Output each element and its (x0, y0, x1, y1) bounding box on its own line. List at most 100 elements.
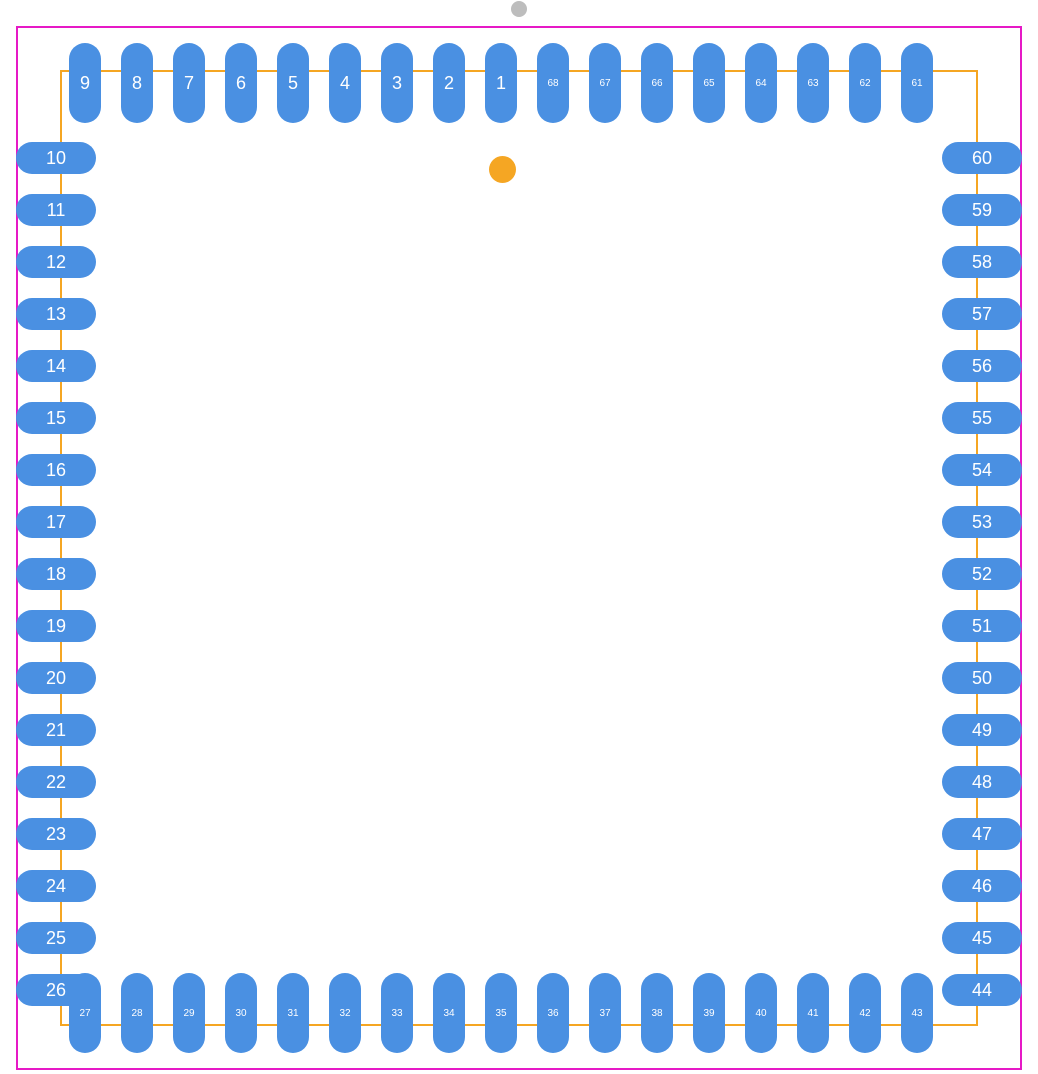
pad-27: 27 (69, 973, 101, 1053)
pad-label: 57 (972, 304, 992, 325)
pad-label: 39 (703, 1008, 714, 1019)
pad-label: 24 (46, 876, 66, 897)
pad-label: 60 (972, 148, 992, 169)
pad-37: 37 (589, 973, 621, 1053)
pad-30: 30 (225, 973, 257, 1053)
pad-label: 17 (46, 512, 66, 533)
pad-40: 40 (745, 973, 777, 1053)
pad-39: 39 (693, 973, 725, 1053)
pad-17: 17 (16, 506, 96, 538)
pad-42: 42 (849, 973, 881, 1053)
pad-54: 54 (942, 454, 1022, 486)
pad-8: 8 (121, 43, 153, 123)
orientation-dot-outer (511, 1, 527, 17)
silkscreen-outline (60, 70, 978, 1026)
pad-31: 31 (277, 973, 309, 1053)
pad-38: 38 (641, 973, 673, 1053)
pad-label: 6 (236, 73, 246, 94)
pad-19: 19 (16, 610, 96, 642)
pad-label: 26 (46, 980, 66, 1001)
pad-label: 55 (972, 408, 992, 429)
pad-label: 47 (972, 824, 992, 845)
pad-61: 61 (901, 43, 933, 123)
pad-12: 12 (16, 246, 96, 278)
pad-5: 5 (277, 43, 309, 123)
pad-label: 49 (972, 720, 992, 741)
pad-label: 13 (46, 304, 66, 325)
pad-label: 62 (859, 78, 870, 89)
pad-22: 22 (16, 766, 96, 798)
pin1-dot (489, 156, 516, 183)
pad-9: 9 (69, 43, 101, 123)
pad-52: 52 (942, 558, 1022, 590)
pad-63: 63 (797, 43, 829, 123)
pad-16: 16 (16, 454, 96, 486)
pad-label: 53 (972, 512, 992, 533)
pad-28: 28 (121, 973, 153, 1053)
pad-25: 25 (16, 922, 96, 954)
pad-label: 34 (443, 1008, 454, 1019)
pad-6: 6 (225, 43, 257, 123)
pad-29: 29 (173, 973, 205, 1053)
pad-label: 19 (46, 616, 66, 637)
pad-label: 31 (287, 1008, 298, 1019)
pad-21: 21 (16, 714, 96, 746)
pad-57: 57 (942, 298, 1022, 330)
pad-label: 61 (911, 78, 922, 89)
pad-label: 4 (340, 73, 350, 94)
pad-47: 47 (942, 818, 1022, 850)
pad-label: 27 (79, 1008, 90, 1019)
pad-65: 65 (693, 43, 725, 123)
pad-2: 2 (433, 43, 465, 123)
pad-18: 18 (16, 558, 96, 590)
pad-label: 46 (972, 876, 992, 897)
pad-label: 48 (972, 772, 992, 793)
pad-label: 14 (46, 356, 66, 377)
pad-label: 1 (496, 73, 506, 94)
pad-35: 35 (485, 973, 517, 1053)
pad-label: 25 (46, 928, 66, 949)
pad-7: 7 (173, 43, 205, 123)
pad-64: 64 (745, 43, 777, 123)
pad-label: 23 (46, 824, 66, 845)
pad-60: 60 (942, 142, 1022, 174)
pad-label: 54 (972, 460, 992, 481)
pad-23: 23 (16, 818, 96, 850)
pad-label: 63 (807, 78, 818, 89)
pad-label: 38 (651, 1008, 662, 1019)
pad-label: 16 (46, 460, 66, 481)
pad-label: 28 (131, 1008, 142, 1019)
pad-label: 44 (972, 980, 992, 1001)
pad-46: 46 (942, 870, 1022, 902)
pad-15: 15 (16, 402, 96, 434)
pad-label: 18 (46, 564, 66, 585)
pad-label: 59 (972, 200, 992, 221)
pad-label: 9 (80, 73, 90, 94)
pad-24: 24 (16, 870, 96, 902)
pad-51: 51 (942, 610, 1022, 642)
pad-label: 35 (495, 1008, 506, 1019)
pad-label: 40 (755, 1008, 766, 1019)
plcc-footprint-diagram: 1234567896867666564636261101112131415161… (0, 0, 1038, 1074)
pad-label: 33 (391, 1008, 402, 1019)
pad-label: 64 (755, 78, 766, 89)
pad-14: 14 (16, 350, 96, 382)
pad-label: 21 (46, 720, 66, 741)
pad-label: 3 (392, 73, 402, 94)
pad-label: 15 (46, 408, 66, 429)
pad-33: 33 (381, 973, 413, 1053)
pad-55: 55 (942, 402, 1022, 434)
pad-label: 41 (807, 1008, 818, 1019)
pad-13: 13 (16, 298, 96, 330)
pad-10: 10 (16, 142, 96, 174)
pad-label: 52 (972, 564, 992, 585)
pad-56: 56 (942, 350, 1022, 382)
pad-label: 32 (339, 1008, 350, 1019)
pad-32: 32 (329, 973, 361, 1053)
pad-label: 5 (288, 73, 298, 94)
pad-label: 66 (651, 78, 662, 89)
pad-label: 42 (859, 1008, 870, 1019)
pad-3: 3 (381, 43, 413, 123)
pad-label: 68 (547, 78, 558, 89)
pad-34: 34 (433, 973, 465, 1053)
